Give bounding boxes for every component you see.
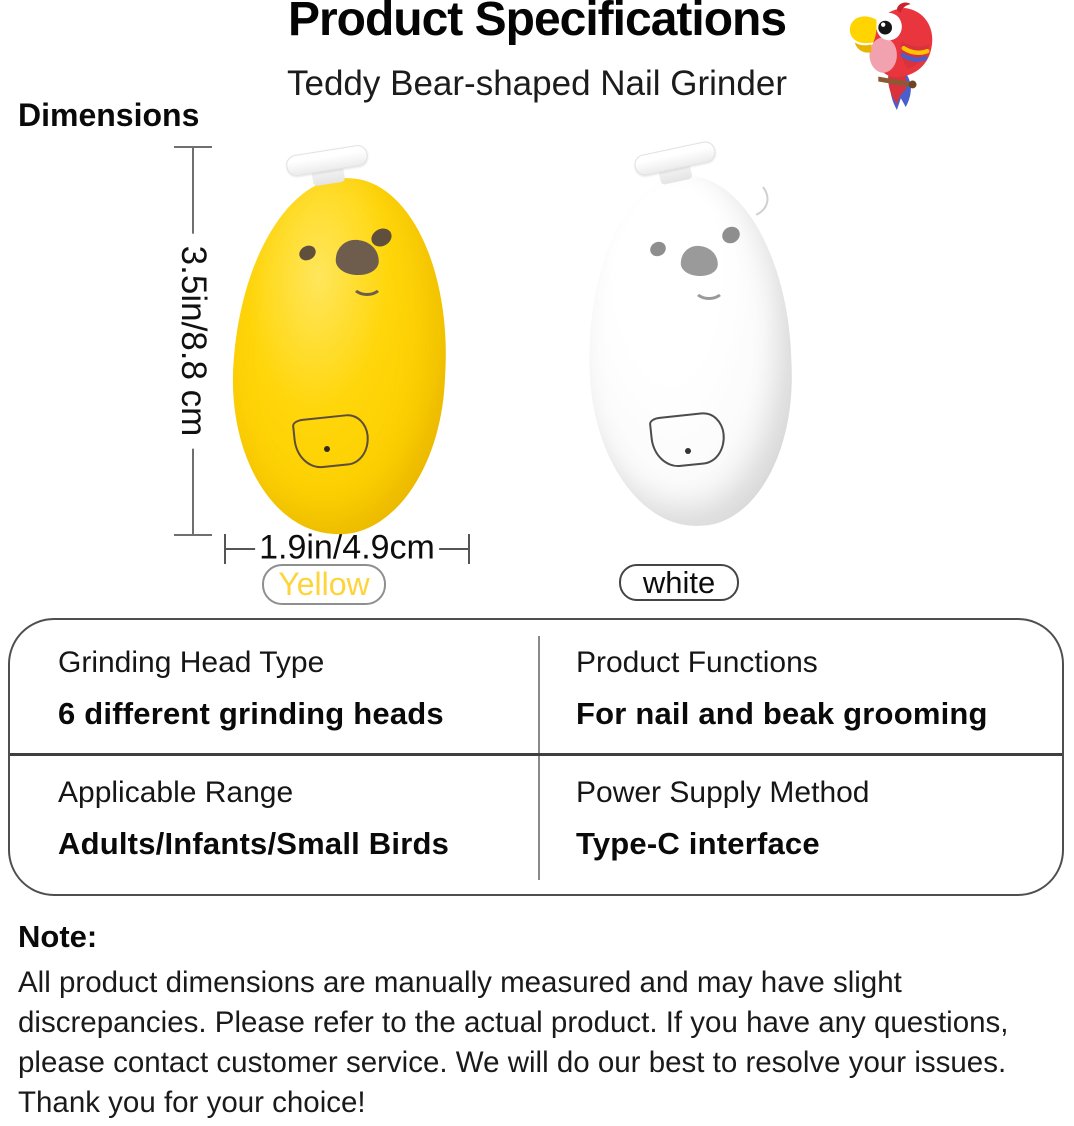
- width-dimension-annotation: 1.9in/4.9cm: [224, 528, 470, 568]
- note-heading: Note:: [18, 919, 98, 954]
- product-white-grinder: [582, 139, 801, 534]
- dimension-tick: [468, 534, 470, 564]
- spec-label: Product Functions: [576, 646, 818, 679]
- spec-label: Power Supply Method: [576, 776, 870, 809]
- spec-cell-product-functions: Product Functions For nail and beak groo…: [576, 646, 988, 732]
- variant-badge-label: Yellow: [278, 566, 370, 602]
- bear-smile-icon: [693, 276, 725, 300]
- page-subtitle: Teddy Bear-shaped Nail Grinder: [287, 64, 787, 103]
- product-yellow-grinder: [224, 143, 456, 540]
- bear-smile-icon: [351, 272, 383, 296]
- indicator-dot: [324, 446, 330, 452]
- page-title: Product Specifications: [287, 0, 787, 46]
- table-horizontal-divider: [10, 753, 1062, 756]
- dimension-tick: [174, 534, 212, 536]
- table-vertical-divider: [538, 636, 540, 880]
- dimension-tick: [174, 146, 212, 148]
- spec-value: 6 different grinding heads: [58, 695, 444, 731]
- spec-label: Grinding Head Type: [58, 646, 325, 679]
- grinder-body: [582, 172, 798, 530]
- dimension-tick: [224, 534, 226, 564]
- parrot-mascot-icon: [849, 2, 933, 110]
- dimensions-heading: Dimensions: [18, 97, 200, 133]
- spec-table: Grinding Head Type 6 different grinding …: [8, 618, 1064, 896]
- variant-badge-label: white: [642, 564, 716, 600]
- spec-cell-applicable-range: Applicable Range Adults/Infants/Small Bi…: [58, 776, 449, 862]
- note-text: All product dimensions are manually meas…: [18, 966, 1009, 1120]
- grinder-body: [224, 172, 456, 540]
- spec-cell-power-supply: Power Supply Method Type-C interface: [576, 776, 870, 862]
- variant-badge-yellow: Yellow: [262, 564, 386, 605]
- variant-badge-white: white: [619, 564, 739, 601]
- height-dimension-annotation: 3.5in/8.8 cm: [170, 146, 216, 536]
- indicator-dot: [685, 448, 691, 454]
- height-dimension-label: 3.5in/8.8 cm: [170, 233, 216, 449]
- spec-cell-grinding-head-type: Grinding Head Type 6 different grinding …: [58, 646, 444, 732]
- spec-value: For nail and beak grooming: [576, 695, 988, 731]
- width-dimension-label: 1.9in/4.9cm: [255, 528, 439, 568]
- spec-value: Type-C interface: [576, 825, 820, 861]
- spec-label: Applicable Range: [58, 776, 294, 809]
- spec-value: Adults/Infants/Small Birds: [58, 825, 450, 861]
- note-section: Note: All product dimensions are manuall…: [18, 919, 1063, 1123]
